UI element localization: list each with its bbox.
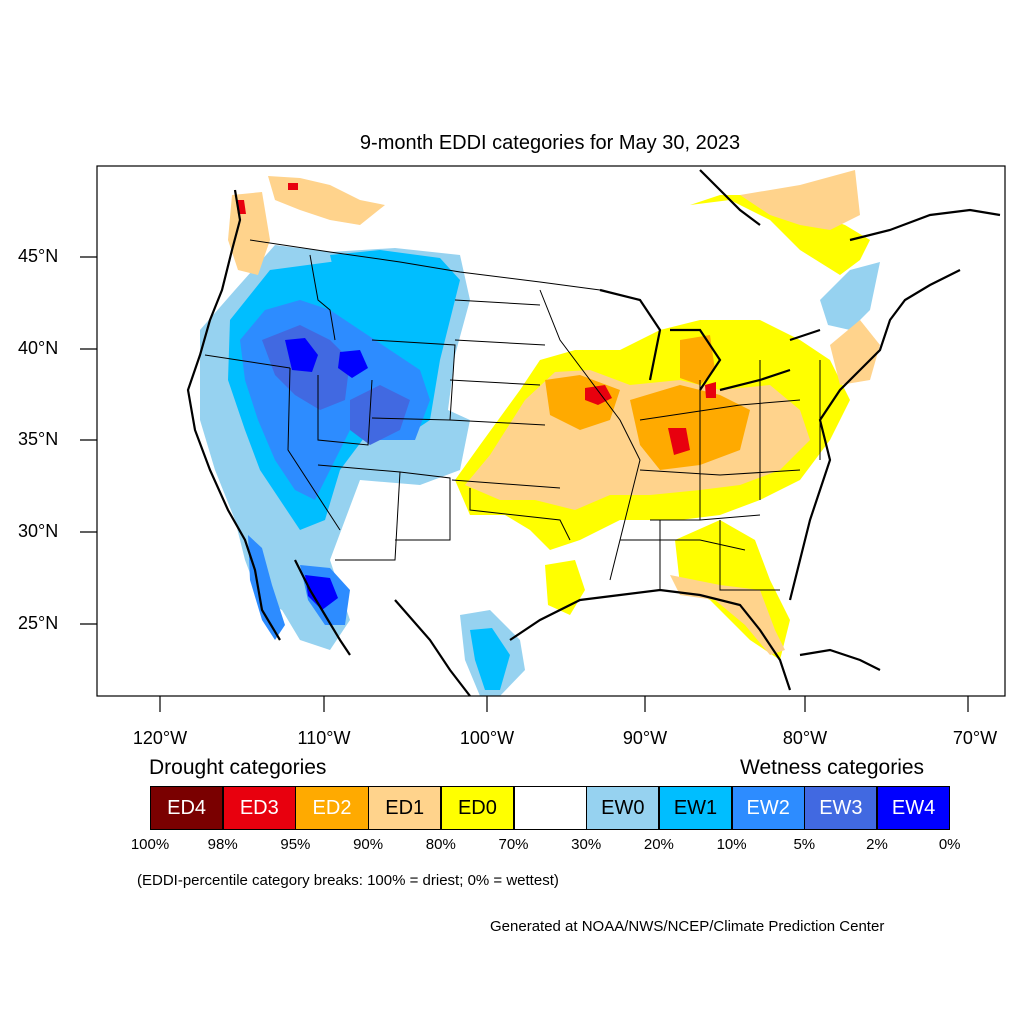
legend-box-ew0: EW0 <box>586 786 660 830</box>
legend-box-ew4: EW4 <box>877 786 951 830</box>
legend-break-label: 5% <box>793 836 816 853</box>
legend-box-ed3: ED3 <box>222 786 296 830</box>
nm-tx-border <box>395 471 451 541</box>
legend-break-label: 70% <box>498 836 529 853</box>
cuba <box>799 648 881 671</box>
wetness-heading: Wetness categories <box>740 756 925 779</box>
canada-border <box>249 239 601 291</box>
or-ca-border <box>204 354 291 369</box>
lat-label-30: 30°N <box>18 521 59 541</box>
ew4-region-utah <box>285 338 318 372</box>
gulf-of-california <box>294 559 351 656</box>
lon-label-90: 90°W <box>622 728 668 748</box>
atlantic-coast <box>788 269 961 601</box>
legend-box-ed0: ED0 <box>440 786 514 830</box>
lon-label-80: 80°W <box>782 728 828 748</box>
ed2-region-ohio <box>630 385 750 470</box>
legend-box-neutral <box>513 786 587 830</box>
hudson-bay-shore <box>699 169 1001 242</box>
ed0-region-gulf <box>545 560 585 615</box>
nv-ca-border <box>287 367 341 531</box>
az-nm-border <box>317 464 401 561</box>
ed0-region-canada <box>690 195 870 275</box>
legend-break-label: 20% <box>643 836 674 853</box>
coastlines <box>186 169 1001 696</box>
lon-label-100: 100°W <box>459 728 515 748</box>
legend-box-ed1: ED1 <box>368 786 442 830</box>
lat-label-40: 40°N <box>18 338 59 358</box>
co-border <box>371 339 456 421</box>
ew1-region-montana <box>330 250 460 310</box>
legend-box-ew1: EW1 <box>658 786 733 830</box>
legend-break-label: 98% <box>207 836 238 853</box>
ut-border <box>317 375 373 446</box>
ew2-region-baja <box>248 535 285 640</box>
legend-break-label: 90% <box>353 836 384 853</box>
legend-box-ew3: EW3 <box>804 786 878 830</box>
lat-label-45: 45°N <box>18 246 59 266</box>
ew3-region-colorado <box>350 385 410 445</box>
drought-heading: Drought categories <box>149 756 327 779</box>
lat-ticks <box>80 256 97 625</box>
legend-box-ed2: ED2 <box>295 786 369 830</box>
legend-break-label: 0% <box>938 836 961 853</box>
lon-label-70: 70°W <box>952 728 998 748</box>
legend-break-label: 95% <box>280 836 311 853</box>
plains-lines <box>449 299 561 489</box>
map-title: 9-month EDDI categories for May 30, 2023 <box>359 132 741 154</box>
southeast-lines <box>620 520 780 591</box>
eastern-lines <box>639 360 821 521</box>
gulf-coast <box>509 588 792 691</box>
ed1-region-northeast <box>830 320 880 385</box>
lon-label-110: 110°W <box>297 728 351 748</box>
category-note: (EDDI-percentile category breaks: 100% =… <box>137 872 559 889</box>
ed3-region-illinois <box>668 428 690 455</box>
mexico-coast <box>394 599 471 696</box>
credit-line: Generated at NOAA/NWS/NCEP/Climate Predi… <box>490 918 885 935</box>
lon-ticks <box>159 696 969 712</box>
legend-break-label: 2% <box>866 836 888 853</box>
ed1-region-bc <box>268 176 385 225</box>
lon-label-120: 120°W <box>132 728 188 748</box>
ew4-region-sonora <box>305 575 338 610</box>
legend-box-ed4: ED4 <box>150 786 224 830</box>
ed1-region-quebec <box>740 170 860 230</box>
legend-break-label: 80% <box>425 836 456 853</box>
ok-tx-border <box>469 488 571 541</box>
great-lakes <box>599 288 821 392</box>
state-boundaries <box>204 239 821 591</box>
legend-break-label: 10% <box>716 836 747 853</box>
legend-break-label: 100% <box>130 836 170 853</box>
legend-box-ew2: EW2 <box>731 786 805 830</box>
ed3-region-bc <box>288 183 298 190</box>
miss-river <box>539 289 641 581</box>
id-mt-border <box>309 254 336 341</box>
ew0-region-newengland <box>820 262 880 330</box>
category-fill-layer <box>200 170 880 696</box>
legend-break-label: 30% <box>571 836 602 853</box>
ed2-region-michigan <box>680 335 715 385</box>
pacific-coast <box>186 189 281 641</box>
ew4-region-wyoming <box>338 350 368 378</box>
map-frame <box>96 165 1006 697</box>
lat-label-25: 25°N <box>18 613 59 633</box>
lat-label-35: 35°N <box>18 429 59 449</box>
ew1-region-texas <box>470 628 510 690</box>
ed3-region-michigan <box>705 382 716 398</box>
